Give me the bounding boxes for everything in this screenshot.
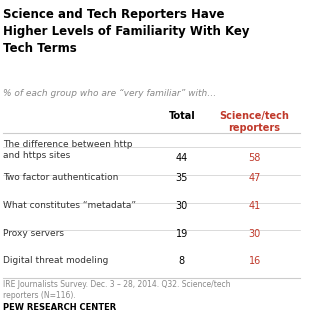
Text: 30: 30 [176, 201, 188, 211]
Text: 16: 16 [248, 256, 261, 266]
Text: 58: 58 [248, 154, 261, 163]
Text: 47: 47 [248, 173, 261, 183]
Text: 41: 41 [248, 201, 261, 211]
Text: 44: 44 [176, 154, 188, 163]
Text: The difference between http
and https sites: The difference between http and https si… [3, 140, 132, 160]
Text: 8: 8 [179, 256, 185, 266]
Text: 35: 35 [176, 173, 188, 183]
Text: Digital threat modeling: Digital threat modeling [3, 256, 109, 265]
Text: Science and Tech Reporters Have
Higher Levels of Familiarity With Key
Tech Terms: Science and Tech Reporters Have Higher L… [3, 8, 249, 55]
Text: What constitutes “metadata”: What constitutes “metadata” [3, 201, 136, 210]
Text: Science/tech
reporters: Science/tech reporters [220, 111, 290, 133]
Text: Two factor authentication: Two factor authentication [3, 173, 118, 182]
Text: IRE Journalists Survey. Dec. 3 – 28, 2014. Q32. Science/tech
reporters (N=116).: IRE Journalists Survey. Dec. 3 – 28, 201… [3, 280, 230, 300]
Text: PEW RESEARCH CENTER: PEW RESEARCH CENTER [3, 303, 116, 312]
Text: Total: Total [169, 111, 195, 121]
Text: 19: 19 [176, 229, 188, 239]
Text: Proxy servers: Proxy servers [3, 229, 64, 238]
Text: 30: 30 [248, 229, 261, 239]
Text: % of each group who are “very familiar” with…: % of each group who are “very familiar” … [3, 89, 216, 98]
